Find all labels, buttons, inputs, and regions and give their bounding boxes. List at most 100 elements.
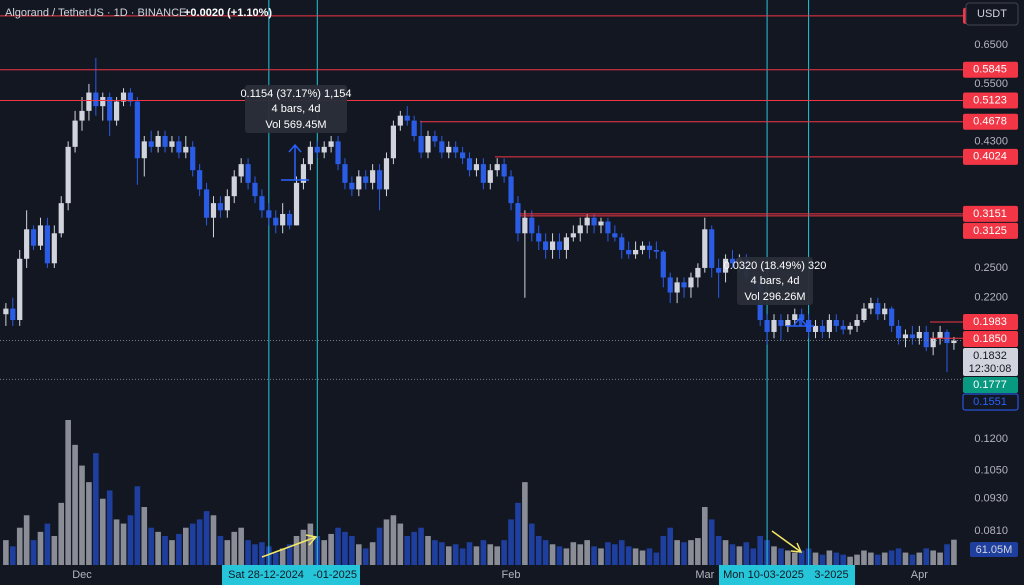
candle-body xyxy=(778,319,784,326)
volume-bar xyxy=(459,548,466,565)
currency-button[interactable]: USDT xyxy=(965,2,1019,26)
candle-body xyxy=(681,282,687,288)
candle-body xyxy=(501,164,507,177)
volume-bar xyxy=(224,540,231,565)
candle-body xyxy=(480,164,486,183)
y-tick-label: 0.4300 xyxy=(974,135,1008,147)
candle-body xyxy=(626,249,632,255)
volume-bar xyxy=(134,486,141,565)
volume-bar xyxy=(618,540,625,565)
candle-body xyxy=(190,146,196,171)
currency-button-box[interactable] xyxy=(965,2,1019,26)
candle-body xyxy=(44,225,50,264)
level-label: 0.4024 xyxy=(973,151,1007,163)
candle-body xyxy=(197,170,203,190)
candle-body xyxy=(653,249,659,252)
candle-body xyxy=(58,203,64,234)
candle-body xyxy=(411,120,417,136)
volume-bar xyxy=(487,544,494,565)
price-label-box xyxy=(963,376,1018,393)
level-label: 0.3151 xyxy=(973,208,1007,220)
candle-body xyxy=(259,196,265,211)
volume-bar xyxy=(99,498,106,565)
date-label: Sat 28-12-2024 xyxy=(228,569,304,581)
date-label: -01-2025 xyxy=(313,569,357,581)
candle-body xyxy=(667,277,673,293)
candle-body xyxy=(543,241,549,250)
volume-bar xyxy=(605,542,611,565)
candle-body xyxy=(453,146,459,153)
candle-body xyxy=(72,120,78,147)
candle-body xyxy=(646,245,653,250)
measure-bars: 4 bars, 4d xyxy=(272,103,321,115)
volume-bar xyxy=(591,546,597,565)
volume-bar xyxy=(923,548,930,565)
candle-body xyxy=(951,340,957,344)
date-label-box xyxy=(310,565,360,585)
volume-bar xyxy=(535,536,542,565)
annotation-arrow xyxy=(261,534,318,558)
candle-body xyxy=(390,125,396,159)
candle-body xyxy=(231,176,237,197)
candle-body xyxy=(114,101,120,121)
candle-body xyxy=(238,164,244,177)
volume-bar xyxy=(930,550,936,565)
level-label-box xyxy=(963,313,1018,330)
candle-body xyxy=(909,334,915,339)
volume-bar xyxy=(86,482,92,565)
candle-body xyxy=(536,233,542,242)
candle-body xyxy=(930,338,936,348)
volume-bar xyxy=(674,540,680,565)
candle-body xyxy=(432,135,438,142)
volume-bar xyxy=(300,529,307,565)
candle-body xyxy=(826,319,832,332)
volume-bar xyxy=(445,546,452,565)
volume-bar xyxy=(688,540,694,565)
measure-volume: Vol 296.26M xyxy=(744,291,805,303)
candle-body xyxy=(203,189,210,218)
candle-body xyxy=(771,319,777,332)
volume-bar xyxy=(452,544,459,565)
candle-body xyxy=(307,146,313,165)
volume-bar xyxy=(79,465,85,565)
volume-bar xyxy=(667,527,673,565)
level-label-box xyxy=(963,92,1018,109)
candle-body xyxy=(321,146,327,153)
volume-bar xyxy=(93,453,99,565)
candle-body xyxy=(702,229,708,268)
candle-body xyxy=(65,146,71,204)
volume-bar xyxy=(840,554,846,565)
measure-arrow xyxy=(281,143,309,181)
volume-bar xyxy=(183,527,189,565)
volume-bar xyxy=(203,511,210,565)
candle-body xyxy=(875,303,881,315)
volume-label-box xyxy=(970,542,1018,557)
volume-bar xyxy=(404,536,411,565)
candle-body xyxy=(598,221,604,226)
candle-body xyxy=(674,282,680,293)
volume-bar xyxy=(944,544,950,565)
candle-body xyxy=(273,217,279,226)
volume-bar xyxy=(639,550,646,565)
volume-bar xyxy=(217,536,224,565)
volume-bar xyxy=(120,523,127,565)
candle-body xyxy=(356,176,362,190)
y-tick-label: 0.2200 xyxy=(974,292,1008,304)
candle-body xyxy=(466,158,473,171)
candle-body xyxy=(397,115,403,126)
currency-button-label[interactable]: USDT xyxy=(977,8,1007,20)
candle-body xyxy=(639,245,646,250)
volume-bar xyxy=(356,544,362,565)
candle-body xyxy=(3,308,9,315)
candle-body xyxy=(86,92,92,111)
volume-bar xyxy=(722,540,729,565)
volume-bar xyxy=(861,550,867,565)
volume-bar xyxy=(155,531,161,565)
candle-body xyxy=(293,182,300,226)
candle-body xyxy=(127,92,134,102)
volume-bar xyxy=(65,420,71,565)
measure-box xyxy=(737,257,813,305)
volume-bar xyxy=(30,540,37,565)
candle-body xyxy=(266,210,272,218)
volume-bar xyxy=(632,548,639,565)
